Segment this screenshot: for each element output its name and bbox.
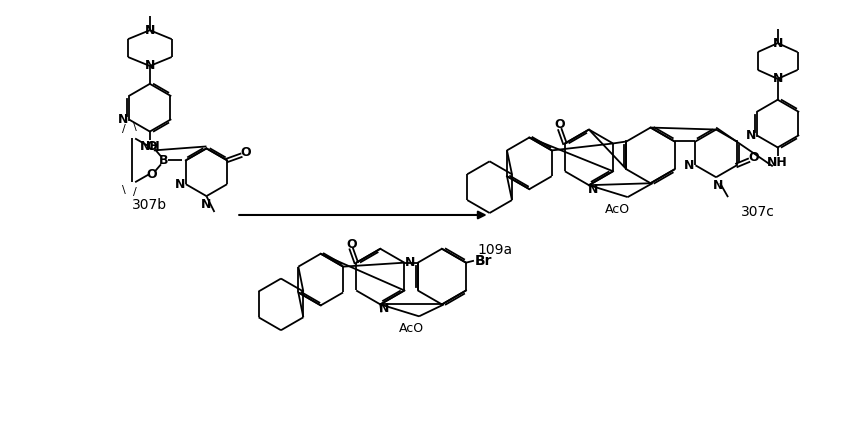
- Text: B: B: [160, 154, 169, 167]
- Text: /: /: [123, 124, 126, 133]
- Text: 307b: 307b: [132, 198, 167, 212]
- Text: N: N: [588, 183, 598, 196]
- Text: AcO: AcO: [605, 203, 631, 215]
- Text: O: O: [147, 140, 157, 153]
- Text: N: N: [202, 198, 212, 210]
- Text: N: N: [685, 159, 695, 172]
- Text: N: N: [118, 113, 129, 126]
- Text: N: N: [713, 178, 723, 192]
- Text: O: O: [346, 238, 357, 251]
- Text: 307c: 307c: [741, 205, 775, 219]
- Text: NH: NH: [140, 140, 160, 153]
- Text: AcO: AcO: [399, 322, 424, 335]
- Text: N: N: [379, 302, 390, 315]
- Text: 109a: 109a: [477, 243, 512, 257]
- Text: \: \: [133, 122, 137, 132]
- Text: N: N: [145, 24, 155, 37]
- Text: N: N: [405, 256, 415, 269]
- Text: Br: Br: [475, 254, 492, 268]
- Text: O: O: [748, 151, 759, 164]
- Text: O: O: [241, 146, 251, 159]
- Text: O: O: [554, 118, 565, 131]
- Text: O: O: [147, 168, 157, 181]
- Text: N: N: [772, 72, 782, 85]
- Text: NH: NH: [767, 156, 789, 169]
- Text: /: /: [133, 187, 137, 197]
- Text: N: N: [145, 60, 155, 73]
- Text: N: N: [746, 129, 756, 142]
- Text: \: \: [123, 185, 126, 195]
- Text: N: N: [175, 178, 185, 191]
- Text: N: N: [772, 37, 782, 50]
